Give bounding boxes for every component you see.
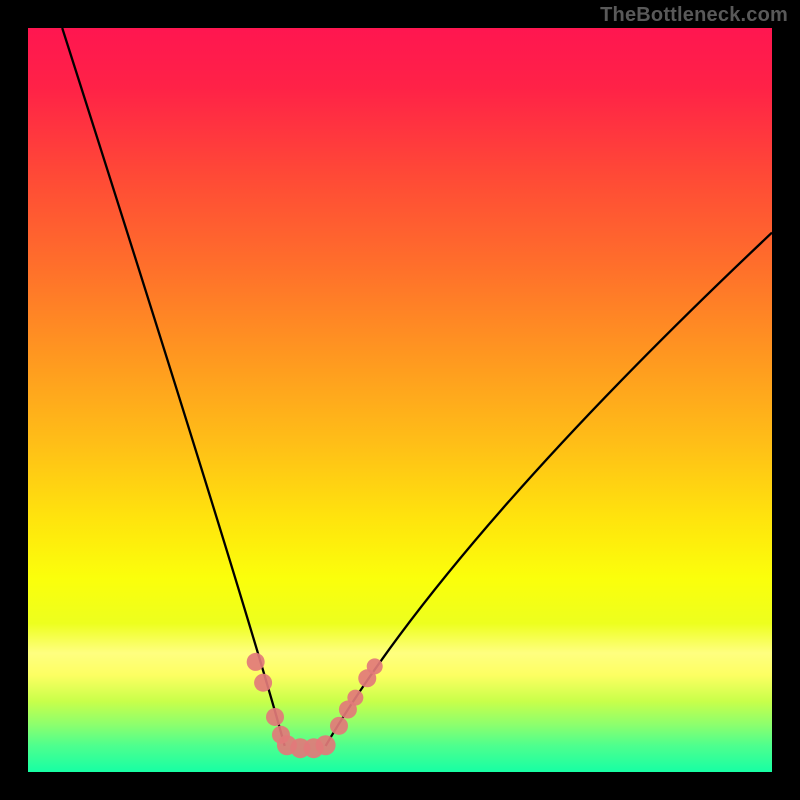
chart-frame: TheBottleneck.com	[0, 0, 800, 800]
plot-background	[28, 28, 772, 772]
watermark-text: TheBottleneck.com	[600, 4, 788, 27]
marker-dot	[266, 708, 284, 726]
marker-dot	[254, 674, 272, 692]
marker-dot	[367, 658, 383, 674]
marker-dot	[330, 717, 348, 735]
marker-dot	[247, 653, 265, 671]
marker-dot	[347, 690, 363, 706]
marker-dot	[316, 735, 336, 755]
chart-svg	[0, 0, 800, 800]
